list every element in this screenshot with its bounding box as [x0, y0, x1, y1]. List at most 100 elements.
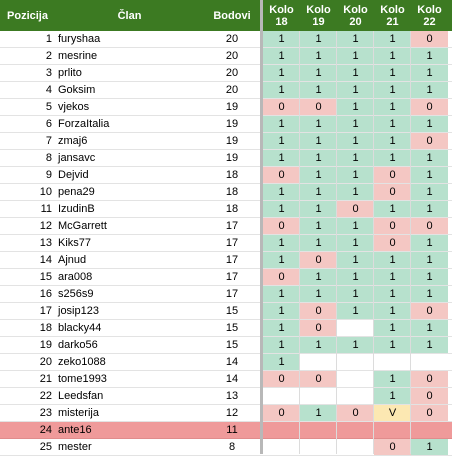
cell-kolo[interactable]: 1: [411, 286, 448, 302]
cell-kolo[interactable]: 1: [263, 201, 300, 217]
cell-kolo[interactable]: 0: [263, 218, 300, 234]
cell-pozicija[interactable]: 15: [39, 271, 52, 283]
header-kolo-21[interactable]: Kolo 21: [374, 0, 411, 31]
cell-bodovi[interactable]: 18: [225, 169, 239, 181]
cell-kolo[interactable]: [300, 439, 337, 455]
cell-bodovi[interactable]: 20: [225, 33, 239, 45]
cell-kolo[interactable]: 1: [300, 133, 337, 149]
cell-kolo[interactable]: 0: [411, 133, 448, 149]
cell-clan[interactable]: jansavc: [58, 152, 96, 164]
cell-pozicija[interactable]: 3: [45, 67, 52, 79]
header-pozicija[interactable]: Pozicija: [7, 9, 48, 22]
cell-bodovi[interactable]: 18: [225, 203, 239, 215]
cell-kolo[interactable]: 1: [337, 269, 374, 285]
cell-kolo[interactable]: 1: [337, 303, 374, 319]
cell-kolo[interactable]: 0: [374, 218, 411, 234]
cell-kolo[interactable]: 1: [263, 133, 300, 149]
cell-kolo[interactable]: 1: [411, 269, 448, 285]
cell-kolo[interactable]: 1: [337, 286, 374, 302]
cell-kolo[interactable]: [263, 422, 300, 438]
cell-pozicija[interactable]: 18: [39, 322, 52, 334]
cell-kolo[interactable]: [374, 354, 411, 370]
cell-kolo[interactable]: [337, 371, 374, 387]
cell-clan[interactable]: mester: [58, 441, 92, 453]
cell-kolo[interactable]: 1: [300, 405, 337, 421]
cell-bodovi[interactable]: 17: [225, 220, 239, 232]
cell-bodovi[interactable]: 19: [225, 101, 239, 113]
cell-kolo[interactable]: 1: [300, 286, 337, 302]
cell-kolo[interactable]: 1: [300, 235, 337, 251]
cell-kolo[interactable]: 1: [411, 167, 448, 183]
cell-pozicija[interactable]: 16: [39, 288, 52, 300]
cell-kolo[interactable]: 1: [263, 48, 300, 64]
cell-kolo[interactable]: [337, 320, 374, 336]
cell-kolo[interactable]: 1: [374, 65, 411, 81]
cell-pozicija[interactable]: 19: [39, 339, 52, 351]
cell-kolo[interactable]: [337, 422, 374, 438]
cell-kolo[interactable]: 1: [300, 218, 337, 234]
cell-clan[interactable]: tome1993: [58, 373, 107, 385]
cell-kolo[interactable]: 1: [300, 337, 337, 353]
cell-kolo[interactable]: 1: [374, 150, 411, 166]
cell-kolo[interactable]: 1: [411, 65, 448, 81]
cell-bodovi[interactable]: 15: [225, 305, 239, 317]
cell-clan[interactable]: mesrine: [58, 50, 98, 62]
cell-kolo[interactable]: 1: [374, 286, 411, 302]
cell-kolo[interactable]: 1: [374, 303, 411, 319]
cell-clan[interactable]: zeko1088: [58, 356, 106, 368]
header-kolo-18[interactable]: Kolo 18: [263, 0, 300, 31]
cell-bodovi[interactable]: 17: [225, 288, 239, 300]
cell-kolo[interactable]: 1: [337, 82, 374, 98]
cell-clan[interactable]: ara008: [58, 271, 93, 283]
cell-kolo[interactable]: 1: [263, 65, 300, 81]
cell-kolo[interactable]: 1: [374, 269, 411, 285]
cell-kolo[interactable]: 0: [411, 303, 448, 319]
cell-pozicija[interactable]: 25: [39, 441, 52, 453]
cell-pozicija[interactable]: 6: [45, 118, 52, 130]
cell-kolo[interactable]: 1: [300, 167, 337, 183]
cell-pozicija[interactable]: 11: [40, 203, 52, 215]
cell-kolo[interactable]: 0: [263, 269, 300, 285]
cell-kolo[interactable]: [263, 439, 300, 455]
cell-pozicija[interactable]: 13: [39, 237, 52, 249]
cell-pozicija[interactable]: 10: [39, 186, 52, 198]
cell-kolo[interactable]: 0: [411, 371, 448, 387]
cell-clan[interactable]: Leedsfan: [58, 390, 104, 402]
cell-kolo[interactable]: 0: [263, 405, 300, 421]
cell-kolo[interactable]: 0: [263, 167, 300, 183]
cell-kolo[interactable]: 1: [411, 201, 448, 217]
cell-kolo[interactable]: 0: [300, 320, 337, 336]
cell-kolo[interactable]: 1: [263, 354, 300, 370]
cell-kolo[interactable]: 1: [337, 116, 374, 132]
cell-kolo[interactable]: 0: [300, 99, 337, 115]
cell-bodovi[interactable]: 15: [225, 322, 239, 334]
cell-kolo[interactable]: 1: [300, 201, 337, 217]
cell-clan[interactable]: McGarrett: [58, 220, 107, 232]
cell-bodovi[interactable]: 14: [225, 356, 239, 368]
cell-kolo[interactable]: [337, 354, 374, 370]
cell-bodovi[interactable]: 19: [225, 135, 239, 147]
cell-kolo[interactable]: 1: [374, 320, 411, 336]
cell-kolo[interactable]: 1: [300, 150, 337, 166]
cell-bodovi[interactable]: 19: [225, 152, 239, 164]
cell-kolo[interactable]: 1: [337, 337, 374, 353]
cell-kolo[interactable]: 0: [263, 371, 300, 387]
cell-kolo[interactable]: 1: [374, 48, 411, 64]
cell-kolo[interactable]: 0: [411, 31, 448, 47]
cell-clan[interactable]: Goksim: [58, 84, 96, 96]
cell-kolo[interactable]: 1: [300, 65, 337, 81]
cell-kolo[interactable]: 1: [337, 167, 374, 183]
cell-kolo[interactable]: 1: [411, 337, 448, 353]
cell-kolo[interactable]: 0: [374, 235, 411, 251]
cell-bodovi[interactable]: 15: [225, 339, 239, 351]
cell-bodovi[interactable]: 12: [225, 407, 239, 419]
header-bodovi[interactable]: Bodovi: [213, 9, 251, 22]
cell-kolo[interactable]: [374, 422, 411, 438]
cell-clan[interactable]: Dejvid: [58, 169, 89, 181]
cell-kolo[interactable]: 1: [300, 269, 337, 285]
cell-pozicija[interactable]: 7: [45, 135, 52, 147]
cell-pozicija[interactable]: 21: [39, 373, 52, 385]
cell-clan[interactable]: ante16: [58, 424, 92, 436]
cell-kolo[interactable]: 1: [337, 65, 374, 81]
cell-kolo[interactable]: 0: [263, 99, 300, 115]
